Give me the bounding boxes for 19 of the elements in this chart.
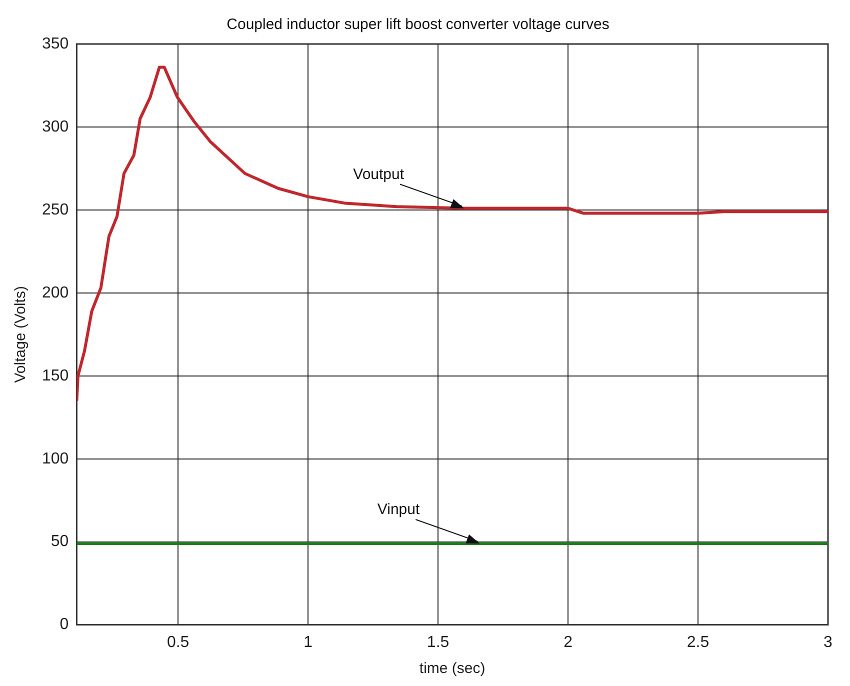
annotation: Voutput <box>353 166 405 183</box>
x-tick-label: 2.5 <box>686 634 710 651</box>
y-tick-label: 200 <box>42 284 69 302</box>
x-tick-label: 0.5 <box>166 634 190 651</box>
y-tick-label: 0 <box>60 616 69 634</box>
y-tick-label: 50 <box>50 533 69 550</box>
y-tick-label: 150 <box>42 367 69 384</box>
x-tick-label: 3 <box>824 634 833 651</box>
x-tick-label: 1.5 <box>426 634 450 651</box>
annotation: Vinput <box>377 501 420 518</box>
chart-title: Coupled inductor super lift boost converter voltage curves <box>226 16 610 34</box>
y-tick-label: 100 <box>42 450 69 468</box>
y-tick-label: 350 <box>42 35 69 52</box>
y-tick-label: 300 <box>42 118 69 136</box>
y-tick-label: 250 <box>42 201 69 218</box>
x-tick-label: 1 <box>304 634 313 651</box>
x-axis-title: time (sec) <box>419 660 486 678</box>
y-axis-title: Voltage (Volts) <box>12 286 30 383</box>
x-tick-label: 2 <box>564 634 573 651</box>
